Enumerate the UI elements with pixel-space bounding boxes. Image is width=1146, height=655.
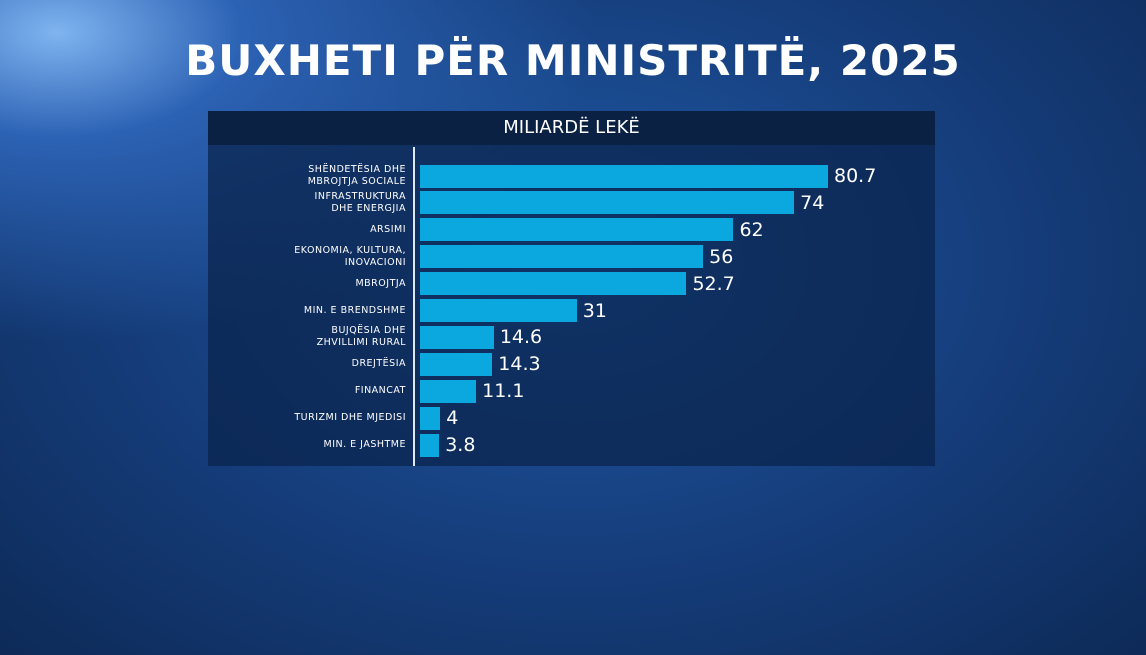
category-axis	[413, 147, 415, 466]
value-label: 62	[739, 218, 764, 241]
value-label: 52.7	[692, 272, 735, 295]
value-label: 74	[800, 191, 825, 214]
category-label: MIN. E JASHTME	[323, 439, 406, 450]
bar	[420, 299, 577, 322]
category-label: DREJTËSIA	[351, 358, 406, 370]
value-label: 80.7	[834, 165, 877, 187]
chart-subtitle: MILIARDË LEKË	[208, 111, 935, 145]
value-label: 4	[446, 407, 459, 430]
value-label: 56	[709, 245, 734, 268]
category-label: INFRASTRUKTURA DHE ENERGJIA	[314, 190, 406, 214]
bar	[420, 406, 441, 430]
category-label: MBROJTJA	[355, 277, 406, 289]
category-label: SHËNDETËSIA DHE MBROJTJA SOCIALE	[307, 164, 406, 187]
category-label: BUJQËSIA DHE ZHVILLIMI RURAL	[316, 325, 406, 349]
category-label: EKONOMIA, KULTURA, INOVACIONI	[294, 244, 406, 268]
bar	[420, 218, 734, 242]
bar	[420, 245, 704, 269]
category-label: ARSIMI	[370, 223, 406, 235]
bar	[420, 379, 477, 403]
category-label: TURIZMI DHE MJEDISI	[294, 412, 406, 424]
value-label: 31	[582, 299, 607, 322]
value-label: 11.1	[482, 380, 525, 403]
bar	[420, 325, 494, 349]
bar	[420, 191, 795, 215]
bar	[420, 433, 440, 457]
value-label: 3.8	[445, 434, 476, 456]
bar	[420, 164, 828, 188]
category-label: FINANCAT	[354, 385, 406, 397]
bar	[420, 272, 687, 296]
bar	[420, 352, 493, 376]
chart-title: BUXHETI PËR MINISTRITË, 2025	[185, 36, 961, 85]
value-label: 14.3	[498, 353, 541, 376]
category-label: MIN. E BRENDSHME	[303, 304, 406, 316]
value-label: 14.6	[499, 326, 543, 349]
